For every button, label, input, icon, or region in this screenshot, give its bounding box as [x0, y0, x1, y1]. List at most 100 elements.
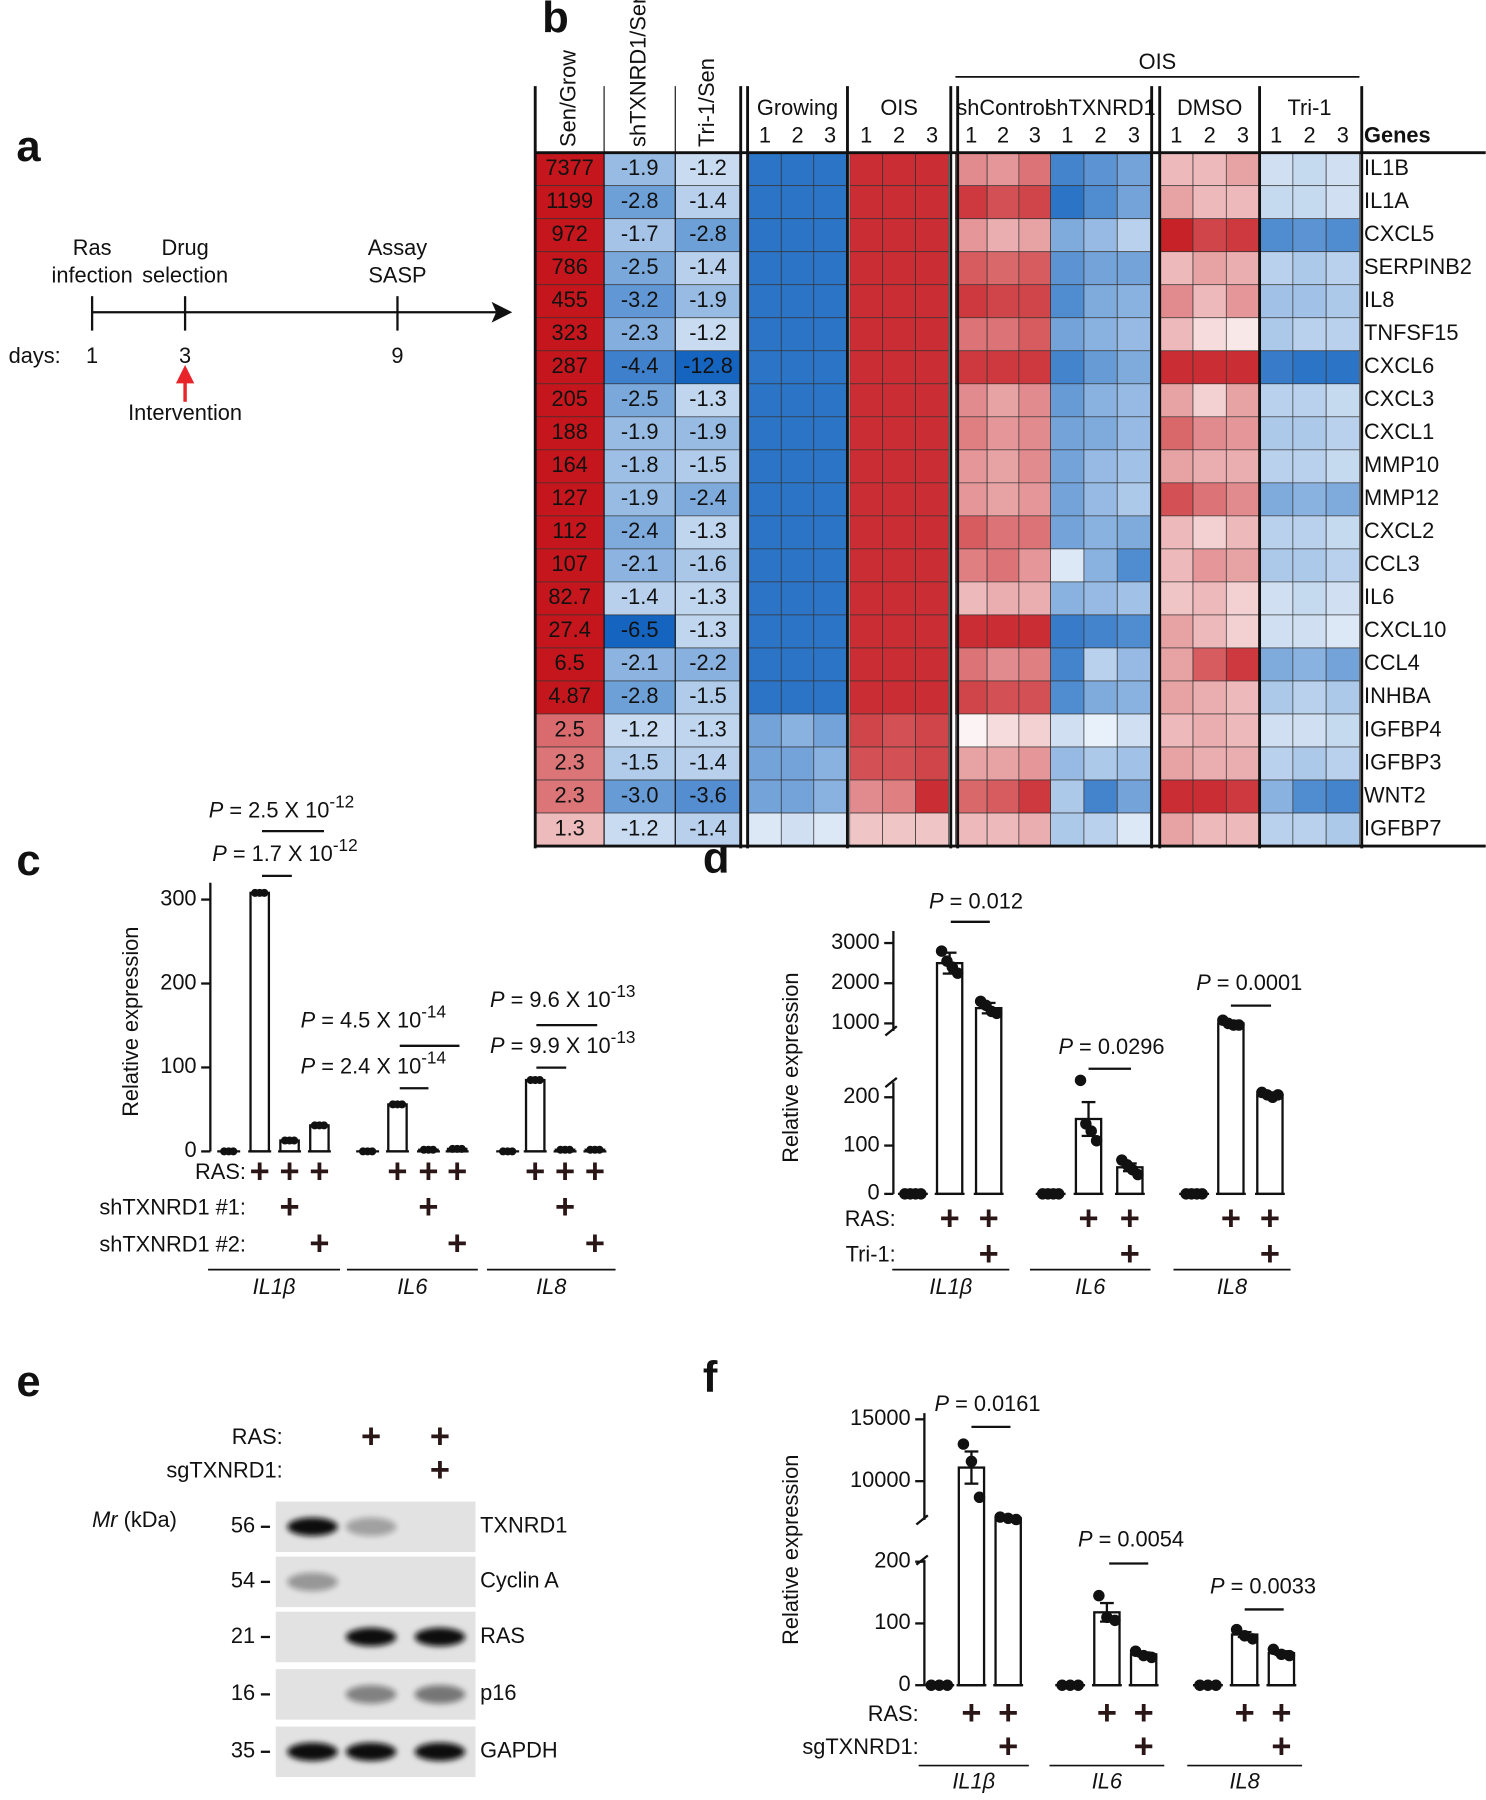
heat-cell: [813, 482, 847, 517]
heat-cell: [1192, 581, 1227, 616]
heat-cell: [1083, 812, 1118, 847]
p-value-text: = 0.0161: [949, 1391, 1041, 1416]
heat-cell: [882, 383, 916, 418]
data-point: [1132, 1168, 1144, 1181]
heat-cell: [955, 350, 988, 385]
heat-cell: [748, 515, 782, 550]
heat-cell: [1050, 449, 1085, 484]
heat-cell: [1292, 317, 1327, 352]
heat-cell: [748, 779, 782, 814]
data-point: [1064, 1679, 1076, 1691]
plus-sign: +: [998, 1727, 1018, 1765]
heat-cell: [1018, 251, 1051, 286]
heat-cell: [1325, 152, 1360, 187]
heat-cell: [882, 581, 916, 616]
heat-cell: [780, 350, 815, 385]
heat-cell: [882, 449, 916, 484]
heat-cell: [1225, 779, 1260, 814]
heat-cell: [1116, 779, 1151, 814]
heat-cell: [1325, 284, 1360, 319]
fold-value: 205: [551, 386, 587, 411]
heat-cell: [813, 779, 847, 814]
fold-cell: [534, 680, 605, 715]
heat-cell: [882, 284, 916, 319]
heat-cell: [1116, 317, 1151, 352]
heat-cell: [1292, 284, 1327, 319]
heat-cell: [986, 218, 1020, 253]
heat-cell: [955, 515, 988, 550]
heat-cell: [1083, 284, 1118, 319]
replicate-label: 1: [965, 122, 977, 147]
heat-cell: [1192, 251, 1227, 286]
fold-value: -1.2: [689, 320, 727, 345]
heat-cell: [1192, 383, 1227, 418]
heat-cell: [1225, 383, 1260, 418]
y-tick-label: 100: [160, 1053, 196, 1078]
fold-value: -1.3: [689, 716, 727, 741]
heat-cell: [1225, 812, 1260, 847]
heat-cell: [748, 185, 782, 220]
panel-label: f: [703, 1353, 718, 1401]
plus-sign: +: [1271, 1727, 1291, 1765]
gene-label: CXCL2: [1364, 518, 1434, 543]
heat-cell: [986, 482, 1020, 517]
intervention-label: Intervention: [128, 400, 242, 425]
heat-cell: [986, 680, 1020, 715]
fold-cell: [674, 416, 742, 451]
data-point: [535, 1076, 544, 1085]
heat-cell: [1116, 746, 1151, 781]
fold-cell: [534, 812, 605, 847]
heat-cell: [986, 152, 1020, 187]
heat-cell: [955, 251, 988, 286]
heat-cell: [1083, 317, 1118, 352]
heat-cell: [813, 680, 847, 715]
heat-cell: [1292, 515, 1327, 550]
heat-cell: [882, 317, 916, 352]
heat-cell: [1018, 647, 1051, 682]
plus-sign: +: [1221, 1199, 1241, 1237]
y-axis-label: Relative expression: [778, 972, 803, 1162]
heat-cell: [849, 515, 884, 550]
heat-cell: [1116, 614, 1151, 649]
heat-cell: [1050, 284, 1085, 319]
heat-cell: [955, 383, 988, 418]
heat-cell: [1050, 548, 1085, 583]
heat-cell: [748, 284, 782, 319]
y-tick-label: 100: [843, 1131, 879, 1156]
heat-cell: [955, 680, 988, 715]
p-value-text: = 1.7 X 10: [227, 841, 333, 866]
axis-break: [884, 1077, 898, 1089]
heat-cell: [1050, 779, 1085, 814]
heat-cell: [748, 713, 782, 748]
bar: [524, 1078, 546, 1153]
data-point: [398, 1100, 407, 1109]
fold-cell: [603, 515, 676, 550]
heat-cell: [1292, 185, 1327, 220]
heat-cell: [882, 812, 916, 847]
band: [414, 1627, 466, 1647]
gene-label: IL1B: [1364, 155, 1409, 180]
heat-cell: [955, 746, 988, 781]
data-point: [1233, 1019, 1245, 1031]
heat-cell: [915, 614, 949, 649]
protein-label: RAS: [480, 1623, 525, 1648]
condition-label: shTXNRD1 #2:: [99, 1231, 246, 1256]
heat-cell: [1192, 218, 1227, 253]
column-header: shTXNRD1/Sen: [625, 0, 650, 147]
heat-cell: [1050, 515, 1085, 550]
heat-cell: [915, 449, 949, 484]
fold-value: -1.9: [621, 419, 659, 444]
heat-cell: [849, 185, 884, 220]
heat-cell: [849, 284, 884, 319]
heat-cell: [1259, 449, 1294, 484]
heat-cell: [1116, 185, 1151, 220]
fold-value: -1.4: [689, 254, 727, 279]
fold-value: -2.5: [621, 254, 659, 279]
heat-cell: [849, 581, 884, 616]
plus-sign: +: [1134, 1727, 1154, 1765]
p-value-text: = 0.012: [944, 888, 1023, 913]
heat-cell: [1292, 350, 1327, 385]
gene-label: IGFBP7: [1364, 815, 1442, 840]
heat-cell: [1325, 746, 1360, 781]
